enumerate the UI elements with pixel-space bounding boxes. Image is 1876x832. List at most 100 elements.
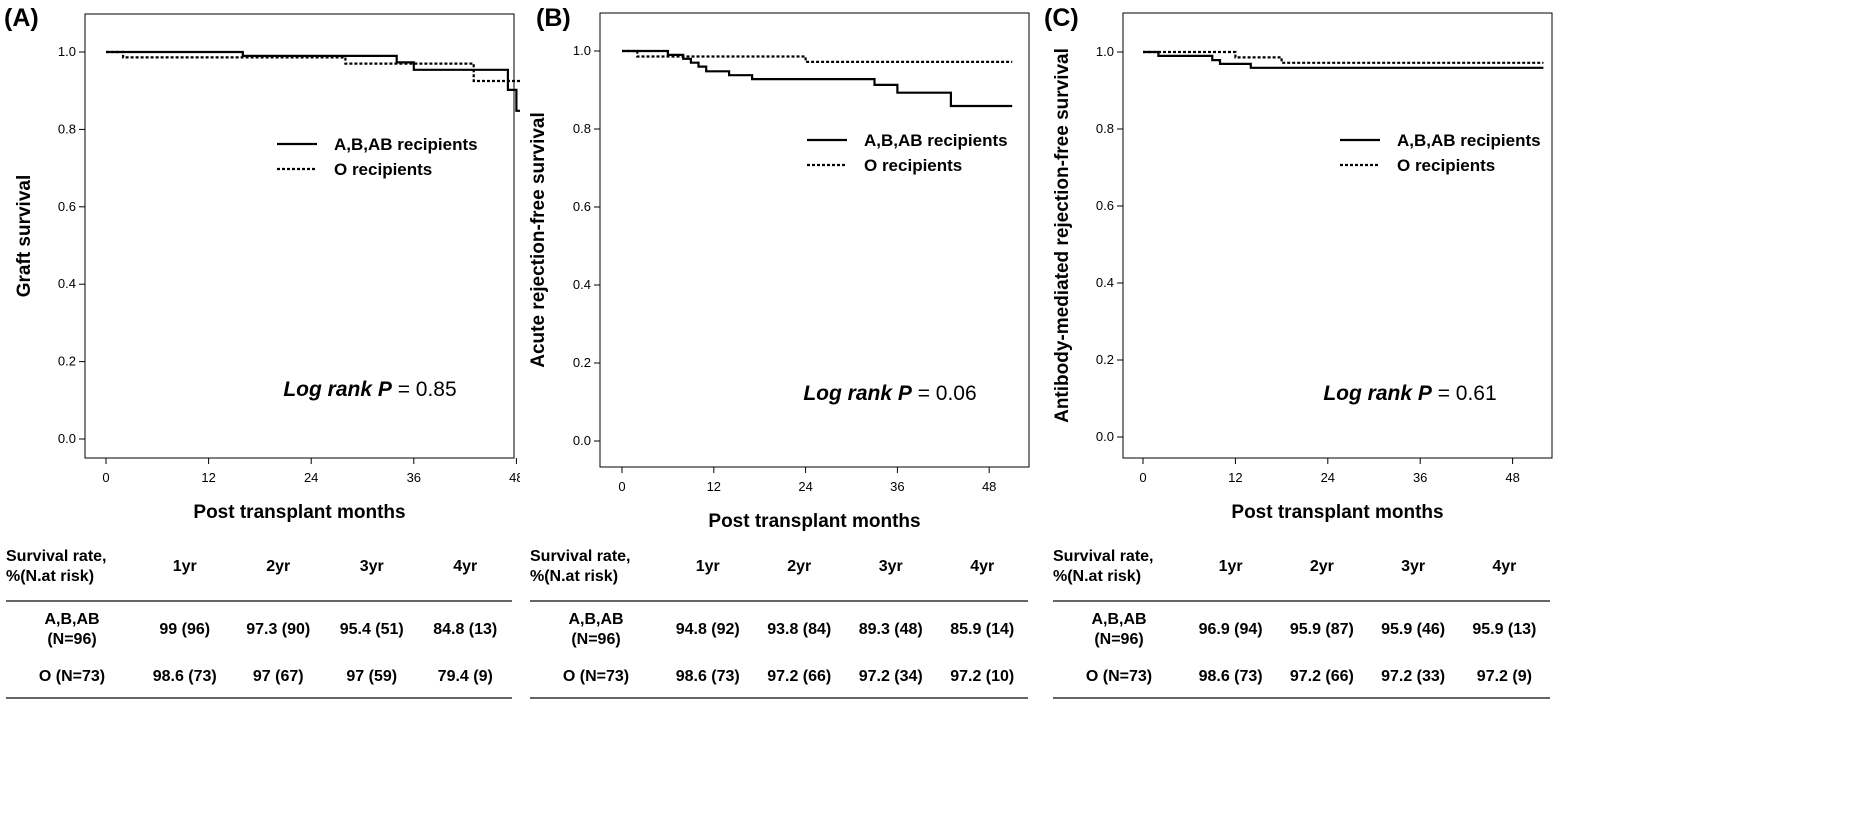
panel-c-y-tick-label: 0.8: [1096, 121, 1114, 136]
panel-c-x-axis-title: Post transplant months: [1231, 502, 1443, 523]
panel-a-series-abab-line: [106, 50, 520, 112]
panel-a-table-row-label: O (N=73): [6, 657, 138, 699]
panel-c-y-tick-label: 0.4: [1096, 275, 1114, 290]
panel-b-y-axis-title: Acute rejection-free survival: [528, 112, 549, 368]
panel-b-label: (B): [536, 4, 571, 32]
panel-b-chart: (B) 0.0 0.2 0.4 0.6 0.8 1.0 0 12 24 36 48 Post trans…: [528, 4, 1030, 532]
panel-c-chart: (C) 0.0 0.2 0.4 0.6 0.8 1.0 0 12 24 36 48 Post trans…: [1044, 4, 1553, 523]
panel-b-table-year-header: 2yr: [753, 534, 845, 602]
panel-a-plot-frame: [84, 13, 515, 459]
panel-b-y-tick-label: 0.8: [573, 121, 591, 136]
panel-a-x-tick-label: 36: [407, 470, 421, 485]
panel-b-table-row-label: A,B,AB (N=96): [568, 610, 624, 648]
panel-a-y-tick-label: 1.0: [58, 44, 76, 59]
panel-b-legend-label: A,B,AB recipients: [864, 131, 1008, 150]
panel-a-table-cell: 98.6 (73): [138, 657, 232, 699]
panel-c-logrank-stat: Log rank P = 0.61: [1323, 382, 1496, 405]
panel-a-table-header-label: Survival rate, %(N.at risk): [6, 534, 138, 602]
panel-b-table-cell: 97.2 (10): [936, 657, 1028, 699]
panel-c-x-tick-label: 12: [1228, 470, 1242, 485]
panel-a-x-tick-label: 0: [102, 470, 109, 485]
panel-a-series-o-line: [106, 50, 520, 83]
panel-c-y-tick-label: 0.2: [1096, 352, 1114, 367]
panel-a-y-tick-label: 0.6: [58, 199, 76, 214]
panel-c-x-tick-label: 24: [1321, 470, 1335, 485]
panel-c-y-tick-label: 1.0: [1096, 44, 1114, 59]
panel-a-x-tick-label: 12: [201, 470, 215, 485]
panel-a-y-tick-label: 0.8: [58, 121, 76, 136]
panel-a-table-year-header: 2yr: [231, 534, 325, 602]
panel-c-table-cell: 95.9 (46): [1381, 620, 1446, 638]
panel-a-y-tick-label: 0.2: [58, 354, 76, 369]
panel-c-series-o-line: [1143, 50, 1544, 64]
panel-b-legend-label: O recipients: [864, 156, 962, 175]
panel-a-table-cell: 97.3 (90): [246, 620, 311, 638]
panel-b-x-tick-label: 0: [618, 479, 625, 494]
panel-b-logrank-stat: Log rank P = 0.06: [803, 382, 976, 405]
panel-b-x-tick-label: 48: [982, 479, 996, 494]
panel-b-table-cell: 89.3 (48): [858, 620, 923, 638]
panel-c-table-cell: 97.2 (33): [1367, 657, 1459, 699]
panel-a-y-tick-label: 0.0: [58, 431, 76, 446]
panel-c-table-header-label: Survival rate, %(N.at risk): [1053, 534, 1185, 602]
panel-c-table-cell: 95.9 (87): [1289, 620, 1354, 638]
panel-c-table-year-header: 1yr: [1185, 534, 1277, 602]
panel-a-table-cell: 97 (59): [325, 657, 419, 699]
panel-a-survival-table: Survival rate, %(N.at risk) 1yr 2yr 3yr 4yr A,…: [6, 534, 512, 699]
panel-c-legend-label: A,B,AB recipients: [1397, 131, 1541, 150]
panel-b-x-axis-title: Post transplant months: [708, 511, 920, 532]
panel-b-y-tick-label: 1.0: [573, 43, 591, 58]
panel-b-y-tick-label: 0.6: [573, 199, 591, 214]
panel-b-x-tick-label: 12: [707, 479, 721, 494]
panel-a-x-tick-label: 24: [304, 470, 318, 485]
panel-b-series-o-line: [622, 49, 1013, 63]
panel-a-legend-label: O recipients: [334, 160, 432, 179]
panel-c-table-cell: 95.9 (13): [1472, 620, 1537, 638]
panel-c-x-tick-label: 36: [1413, 470, 1427, 485]
panel-c-legend-label: O recipients: [1397, 156, 1495, 175]
panel-c-survival-table: Survival rate, %(N.at risk) 1yr 2yr 3yr 4yr A,…: [1053, 534, 1550, 699]
panel-b-table-header-label: Survival rate, %(N.at risk): [530, 534, 662, 602]
panel-a-table-year-header: 1yr: [138, 534, 232, 602]
panel-a-y-axis-title: Graft survival: [14, 175, 35, 298]
panel-b-x-tick-label: 36: [890, 479, 904, 494]
panel-a-y-tick-label: 0.4: [58, 276, 76, 291]
panel-b-x-tick-label: 24: [798, 479, 812, 494]
panel-b-y-tick-label: 0.4: [573, 277, 591, 292]
panel-a-table-cell: 95.4 (51): [339, 620, 404, 638]
panel-b-table-cell: 97.2 (66): [753, 657, 845, 699]
panel-b-table-cell: 98.6 (73): [662, 657, 754, 699]
panel-c-y-tick-label: 0.6: [1096, 198, 1114, 213]
panel-c-table-cell: 97.2 (66): [1276, 657, 1368, 699]
panel-b-table-year-header: 1yr: [662, 534, 754, 602]
panel-b-table-cell: 97.2 (34): [845, 657, 937, 699]
panel-c-label: (C): [1044, 4, 1079, 32]
panel-b-plot-frame: [599, 12, 1030, 468]
panel-c-series-abab-line: [1143, 50, 1544, 69]
panel-a-table-year-header: 4yr: [418, 534, 512, 602]
panel-a-table-row-label: A,B,AB (N=96): [44, 610, 100, 648]
panel-a-table-cell: 99 (96): [159, 620, 211, 638]
panel-a-logrank-stat: Log rank P = 0.85: [283, 378, 456, 401]
panel-c-table-year-header: 4yr: [1458, 534, 1550, 602]
panel-a-x-axis-title: Post transplant months: [193, 502, 405, 523]
panel-a-x-tick-label: 48: [509, 470, 520, 485]
panel-a-legend-label: A,B,AB recipients: [334, 135, 478, 154]
panel-c-plot-frame: [1122, 12, 1553, 459]
panel-c-table-year-header: 2yr: [1276, 534, 1368, 602]
panel-c-x-tick-label: 0: [1139, 470, 1146, 485]
panel-b-table-row-label: O (N=73): [530, 657, 662, 699]
panel-b-table-cell: 94.8 (92): [675, 620, 740, 638]
panel-c-x-tick-label: 48: [1505, 470, 1519, 485]
panel-a-table-cell: 97 (67): [231, 657, 325, 699]
panel-b-table-cell: 93.8 (84): [767, 620, 832, 638]
panel-a-label: (A): [4, 4, 39, 32]
panel-b-survival-table: Survival rate, %(N.at risk) 1yr 2yr 3yr 4yr A,…: [530, 534, 1028, 699]
panel-a-chart: (A) 0.0 0.2 0.4 0.6 0.8 1.0 0 12 24 36 48 Post trans…: [4, 4, 520, 523]
panel-b-table-cell: 85.9 (14): [950, 620, 1015, 638]
panel-a-table-cell: 84.8 (13): [433, 620, 498, 638]
panel-c-y-tick-label: 0.0: [1096, 429, 1114, 444]
panel-c-table-cell: 98.6 (73): [1185, 657, 1277, 699]
panel-b-y-tick-label: 0.0: [573, 433, 591, 448]
panel-b-series-abab-line: [622, 49, 1013, 108]
